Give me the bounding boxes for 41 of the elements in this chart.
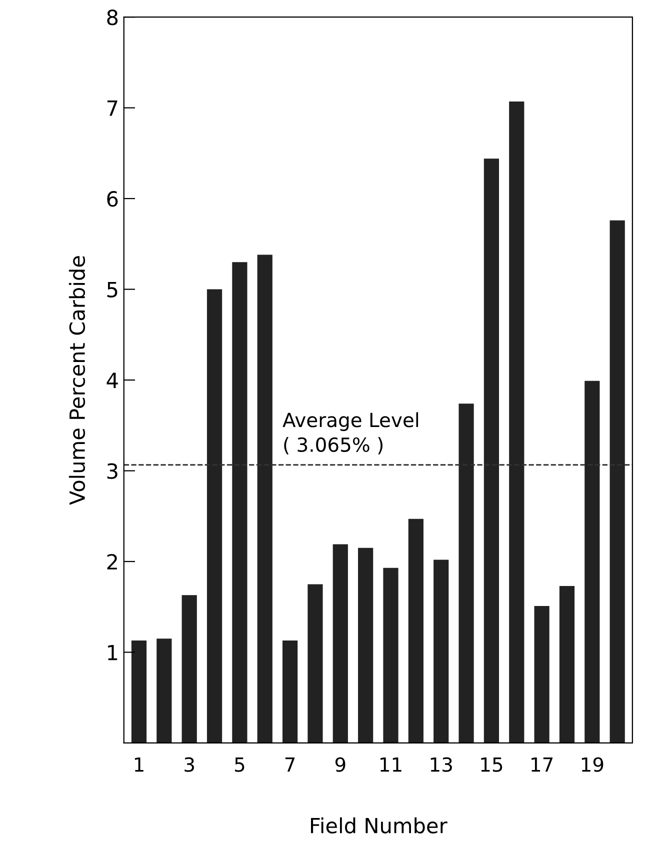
bar: [156, 638, 172, 743]
bar: [182, 595, 197, 743]
bar: [434, 560, 449, 743]
bar: [257, 254, 272, 743]
x-tick-label: 11: [380, 757, 402, 772]
bar: [206, 289, 222, 743]
y-tick-label: 6: [107, 191, 118, 207]
bar: [534, 606, 550, 743]
ref-line-label: Average Level ( 3.065% ): [282, 412, 418, 454]
y-tick-label: 2: [107, 554, 117, 570]
bar: [584, 380, 600, 743]
x-tick-label: 19: [582, 757, 604, 772]
x-tick-label: 7: [285, 757, 295, 772]
bar: [509, 101, 524, 743]
y-tick-label: 5: [107, 282, 118, 298]
bar: [408, 518, 424, 743]
bar: [559, 586, 575, 743]
y-axis-title: Volume Percent Carbide: [68, 256, 86, 505]
y-tick-label: 8: [107, 10, 118, 26]
x-tick-label: 1: [134, 757, 144, 772]
bar: [610, 220, 625, 743]
bar: [332, 544, 348, 743]
x-tick-label: 13: [430, 757, 452, 772]
y-tick-label: 1: [108, 644, 118, 660]
bar: [308, 584, 323, 743]
x-tick-label: 9: [335, 757, 346, 772]
x-tick-label: 17: [532, 757, 553, 772]
y-tick-label: 7: [107, 100, 118, 116]
x-axis-title: Field Number: [311, 817, 448, 834]
x-tick-label: 3: [184, 757, 194, 772]
y-tick-label: 3: [107, 463, 118, 479]
bar: [484, 158, 500, 743]
bar: [232, 262, 248, 743]
bar: [458, 404, 474, 743]
bar: [282, 640, 298, 743]
x-tick-label: 5: [235, 757, 244, 772]
x-tick-label: 15: [481, 757, 502, 772]
bar: [358, 548, 374, 743]
bar: [383, 568, 398, 743]
bar: [131, 640, 147, 743]
y-tick-label: 4: [106, 372, 118, 388]
